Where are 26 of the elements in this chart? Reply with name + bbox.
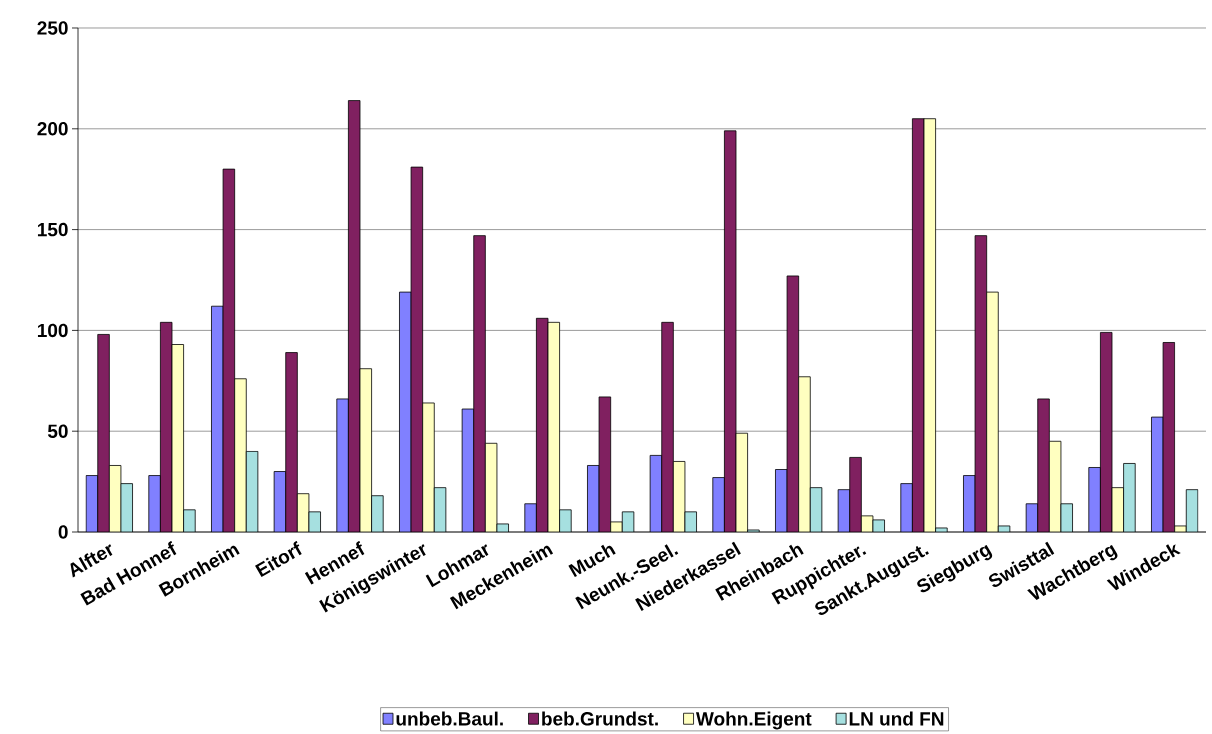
bar [285,352,298,532]
y-tick-label: 150 [37,222,68,237]
legend-label: LN und FN [849,711,944,726]
y-tick-label: 50 [47,424,68,438]
bar [1037,398,1050,532]
bar [97,334,110,532]
y-tick-label: 100 [37,323,68,338]
legend-label: beb.Grundst. [542,711,658,726]
bar [849,457,862,532]
bar [148,475,161,532]
bar [1088,467,1101,532]
bar [712,477,725,532]
y-tick-label: 0 [58,525,68,539]
bar [798,376,811,532]
bar [900,483,913,532]
bar [473,235,486,532]
bar [524,503,537,532]
legend-label: unbeb.Baul. [396,711,503,726]
bar [986,292,999,532]
bar [336,398,349,532]
y-tick-label: 250 [37,21,68,35]
y-tick-label: 200 [37,122,68,136]
bar [661,322,674,532]
bar [234,378,247,532]
legend-label: Wohn.Eigent [695,711,812,730]
bar [422,402,435,532]
